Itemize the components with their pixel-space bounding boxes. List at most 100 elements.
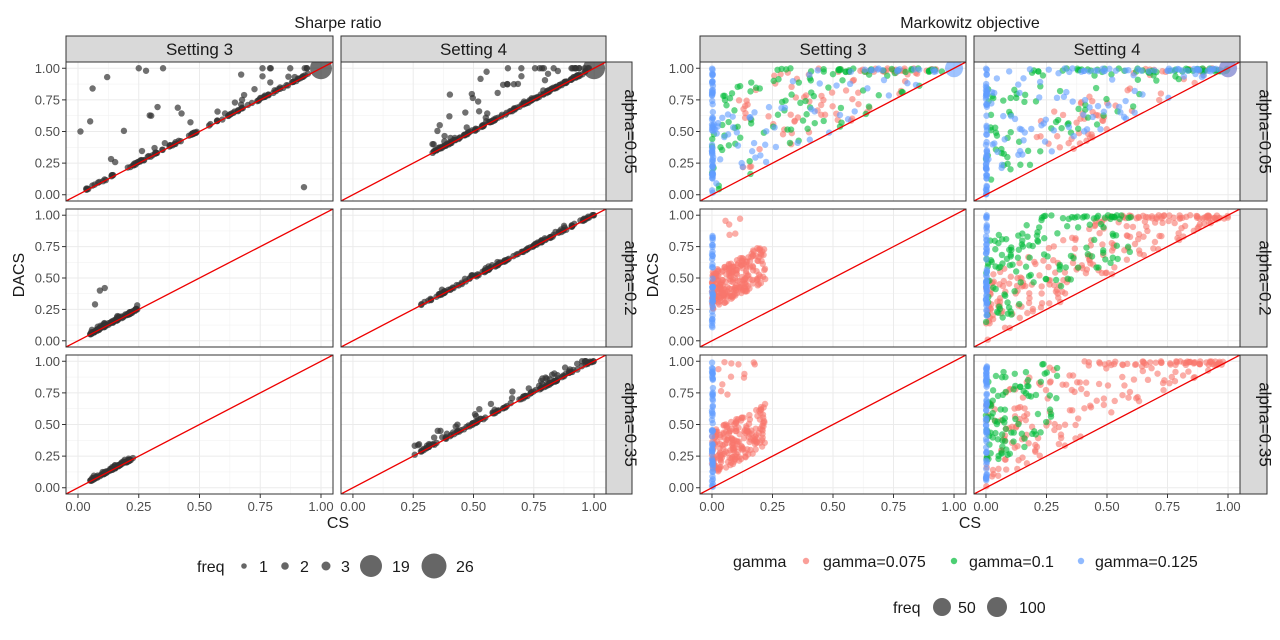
data-point xyxy=(996,298,1004,305)
data-point xyxy=(1160,386,1167,394)
data-point xyxy=(836,111,844,119)
y-tick-label: 1.00 xyxy=(669,61,694,76)
panel-layer xyxy=(341,355,606,494)
data-point xyxy=(983,236,990,243)
data-point xyxy=(983,291,990,299)
data-point xyxy=(1050,127,1058,134)
data-point xyxy=(429,140,436,148)
data-point xyxy=(1089,113,1096,121)
data-point xyxy=(1084,250,1092,258)
data-point xyxy=(1041,370,1048,377)
data-point xyxy=(724,111,732,118)
data-point xyxy=(1004,160,1011,168)
data-point xyxy=(999,282,1007,290)
identity-reference-line xyxy=(66,355,333,494)
data-point xyxy=(751,109,758,116)
data-point xyxy=(806,71,813,78)
x-tick-label: 0.75 xyxy=(881,499,906,514)
data-point xyxy=(1086,221,1093,228)
data-point xyxy=(725,118,732,126)
data-point xyxy=(737,134,744,141)
data-point xyxy=(174,104,181,111)
data-point xyxy=(1048,148,1055,155)
data-point xyxy=(1032,441,1039,449)
data-point xyxy=(709,427,716,434)
data-point xyxy=(1017,161,1024,168)
data-point xyxy=(716,449,724,456)
panel-border xyxy=(973,208,1241,348)
data-point xyxy=(1096,230,1103,237)
data-point xyxy=(1071,245,1079,252)
data-point xyxy=(1000,277,1007,285)
data-point xyxy=(1018,430,1026,437)
data-point xyxy=(738,159,745,167)
data-point xyxy=(446,113,453,120)
data-point xyxy=(1004,310,1012,317)
data-point xyxy=(736,215,744,222)
data-point xyxy=(1015,81,1022,88)
freq-legend-key-2 xyxy=(281,562,289,570)
data-point xyxy=(724,449,731,457)
y-tick-label: 0.25 xyxy=(669,449,694,464)
data-point xyxy=(541,76,549,84)
data-point xyxy=(300,183,308,191)
data-point xyxy=(1002,388,1009,396)
data-point xyxy=(727,427,734,435)
facet-panel: 0.00 0.25 0.50 0.75 1.00 xyxy=(35,208,334,348)
panel-layer xyxy=(66,209,333,347)
data-point xyxy=(994,148,1001,156)
data-point xyxy=(983,266,991,273)
data-point xyxy=(716,295,724,302)
data-point xyxy=(727,373,735,380)
data-point xyxy=(988,258,995,266)
data-point xyxy=(1024,147,1032,155)
row-strip-label: alpha=0.05 xyxy=(1256,89,1275,174)
data-point xyxy=(1036,78,1044,86)
data-point xyxy=(86,118,94,125)
data-point xyxy=(1053,364,1061,372)
panel-layer xyxy=(341,62,606,201)
data-point xyxy=(1091,72,1098,79)
data-point xyxy=(746,411,753,419)
identity-reference-line xyxy=(341,62,606,201)
data-point xyxy=(983,89,990,96)
data-point xyxy=(983,122,990,130)
y-tick-label: 0.00 xyxy=(35,333,60,348)
data-point xyxy=(436,121,443,129)
data-point xyxy=(462,109,469,116)
data-point xyxy=(814,67,821,74)
data-point xyxy=(1131,87,1138,95)
data-point xyxy=(748,148,756,155)
data-point xyxy=(983,101,990,108)
data-point xyxy=(709,403,716,411)
data-point xyxy=(1029,242,1036,250)
column-strip xyxy=(340,35,607,63)
data-point xyxy=(750,359,757,366)
data-point xyxy=(849,95,856,103)
data-point xyxy=(1108,247,1116,254)
data-point xyxy=(709,275,716,282)
data-point xyxy=(771,72,778,79)
data-point xyxy=(514,80,522,88)
data-point xyxy=(1050,256,1057,264)
data-point xyxy=(708,433,716,440)
data-point xyxy=(799,117,807,124)
data-point xyxy=(1158,232,1165,240)
data-point xyxy=(1050,243,1058,250)
data-point xyxy=(1042,116,1050,123)
data-point xyxy=(1091,236,1098,244)
data-point xyxy=(1134,76,1142,83)
data-point xyxy=(983,471,991,478)
row-strip xyxy=(1239,354,1268,495)
data-point xyxy=(727,293,734,300)
data-point xyxy=(983,415,990,422)
data-point xyxy=(983,381,991,388)
data-point xyxy=(754,282,761,289)
data-point xyxy=(1068,213,1076,221)
data-point xyxy=(1117,109,1124,116)
data-point xyxy=(732,419,739,426)
data-point xyxy=(1135,397,1143,405)
data-point xyxy=(833,82,840,89)
data-point xyxy=(709,461,716,469)
